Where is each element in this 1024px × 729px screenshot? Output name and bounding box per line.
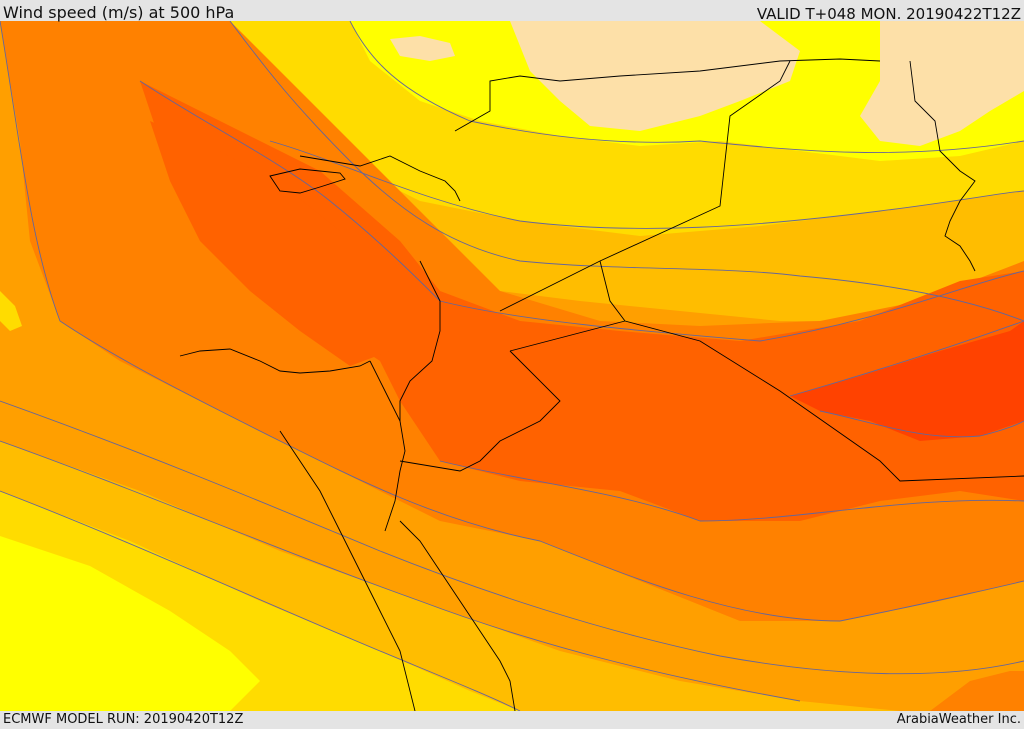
band-north-pale-patch <box>390 36 455 61</box>
border-jordan-iraq <box>499 60 791 312</box>
contour-10 <box>789 320 1024 397</box>
band-west-gold-patch <box>0 291 22 331</box>
contour-1 <box>229 21 1024 322</box>
valid-time: VALID T+048 MON. 20190422T12Z <box>756 5 1021 23</box>
contour-11 <box>819 410 1024 438</box>
contour-6 <box>139 80 1024 342</box>
credit-label: ArabiaWeather Inc. <box>896 712 1021 727</box>
band-se-orange2 <box>930 671 1024 711</box>
band-south-yellow <box>0 536 260 711</box>
border-saudi-jordan <box>509 320 626 352</box>
coast-sinai-west <box>279 430 416 711</box>
border-iraq-iran <box>909 60 976 272</box>
band-north-amber <box>270 141 1024 321</box>
border-egypt-sinai <box>369 360 406 532</box>
header-bar <box>0 0 1024 22</box>
footer-bar <box>0 711 1024 729</box>
contour-2 <box>349 21 1024 153</box>
coast-turkey-south <box>299 155 461 202</box>
model-run-label: ECMWF MODEL RUN: 20190420T12Z <box>3 712 244 727</box>
coast-egypt-north <box>179 348 371 374</box>
band-north-pale-east <box>860 21 1024 146</box>
band-orange3-west <box>150 121 390 366</box>
border-saudi-north <box>399 350 561 472</box>
contour-lines <box>0 21 1024 711</box>
coast-red-sea-east <box>399 520 516 711</box>
wind-speed-map <box>0 21 1024 711</box>
contour-7 <box>439 460 1024 522</box>
border-turkey-syria <box>454 58 881 132</box>
contour-8 <box>0 21 1024 622</box>
coast-levant <box>399 260 441 421</box>
contour-5 <box>0 490 521 711</box>
map-title: Wind speed (m/s) at 500 hPa <box>3 3 235 22</box>
contour-4 <box>0 440 801 702</box>
band-orange3-core <box>140 81 1024 521</box>
contour-9 <box>269 140 1024 229</box>
border-saudi-iraq <box>599 260 1024 482</box>
band-red-core <box>790 321 1024 441</box>
band-north-pale <box>510 21 800 131</box>
coast-cyprus <box>269 168 346 194</box>
border-lines <box>179 58 1024 711</box>
contour-3 <box>0 400 1024 675</box>
